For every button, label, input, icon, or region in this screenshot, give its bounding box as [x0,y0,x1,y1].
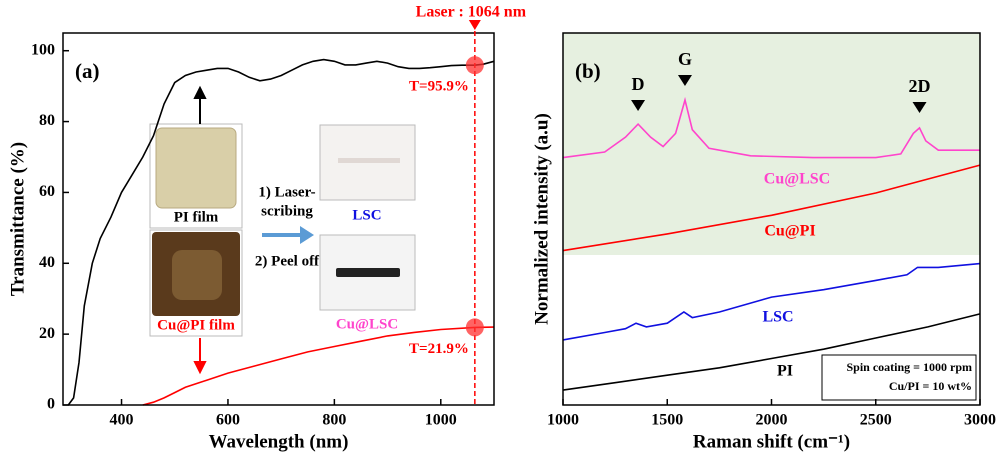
y-tick-label: 20 [39,325,55,342]
note-box [821,354,977,401]
y-tick-label: 60 [39,183,55,200]
pointer-arrow [193,85,207,124]
laser-label: Laser : 1064 nm [416,4,527,21]
peak-label: 2D [909,76,931,96]
highlight-region [563,33,980,255]
x-tick-label: 1000 [425,412,457,429]
y-tick-label: 0 [47,396,55,413]
y-tick-label: 100 [31,41,55,58]
x-tick-label: 800 [322,412,346,429]
x-tick-label: 2000 [756,412,788,429]
y-axis-label: Normalized intensity (a.u) [531,113,552,325]
series-line [562,262,981,341]
panel-label: (b) [575,59,601,83]
y-tick-label: 80 [39,112,55,129]
inset-label: Cu@PI film [157,317,235,333]
pointer-arrow [193,338,207,375]
inset-label: Cu@LSC [336,316,398,332]
plot-frame [62,32,495,406]
marker-label: T=21.9% [409,341,469,357]
x-axis-label: Raman shift (cm⁻¹) [693,431,850,452]
inset-label: 2) Peel off [255,253,320,269]
series-line [142,326,495,406]
series-label: Cu@LSC [764,171,830,188]
series-label: LSC [762,309,793,326]
series-label: Cu@PI [764,223,815,240]
x-axis-label: Wavelength (nm) [209,431,349,452]
marker-point [465,318,484,337]
x-tick-label: 1500 [651,412,683,429]
x-tick-label: 1000 [547,412,579,429]
peak-marker [677,75,692,86]
panel-label: (a) [75,59,100,83]
series-line [67,58,495,406]
peak-marker [631,100,646,111]
note-text: Cu/PI = 10 wt% [889,379,972,393]
peak-label: D [632,74,645,94]
cu-lsc-strip [336,268,400,277]
x-tick-label: 400 [110,412,134,429]
inset-label: LSC [352,207,381,223]
y-tick-label: 40 [39,254,55,271]
marker-point [465,56,484,75]
x-tick-label: 3000 [964,412,996,429]
cu-pi-film-photo-center [172,250,222,300]
process-arrow [262,226,314,244]
lsc-line [338,158,400,163]
peak-marker [912,102,927,113]
y-axis-label: Transmittance (%) [7,142,28,296]
inset-label: 1) Laser- [258,184,315,200]
laser-arrow [468,20,481,30]
inset-label: PI film [174,209,219,225]
peak-label: G [678,49,692,69]
note-text: Spin coating = 1000 rpm [846,360,972,374]
inset-label: scribing [261,203,313,219]
pi-film-photo [155,127,237,209]
series-line [562,164,981,252]
x-tick-label: 2500 [860,412,892,429]
series-line [562,313,981,391]
series-line [562,96,980,159]
x-tick-label: 600 [216,412,240,429]
series-label: PI [777,363,793,380]
marker-label: T=95.9% [409,79,469,95]
